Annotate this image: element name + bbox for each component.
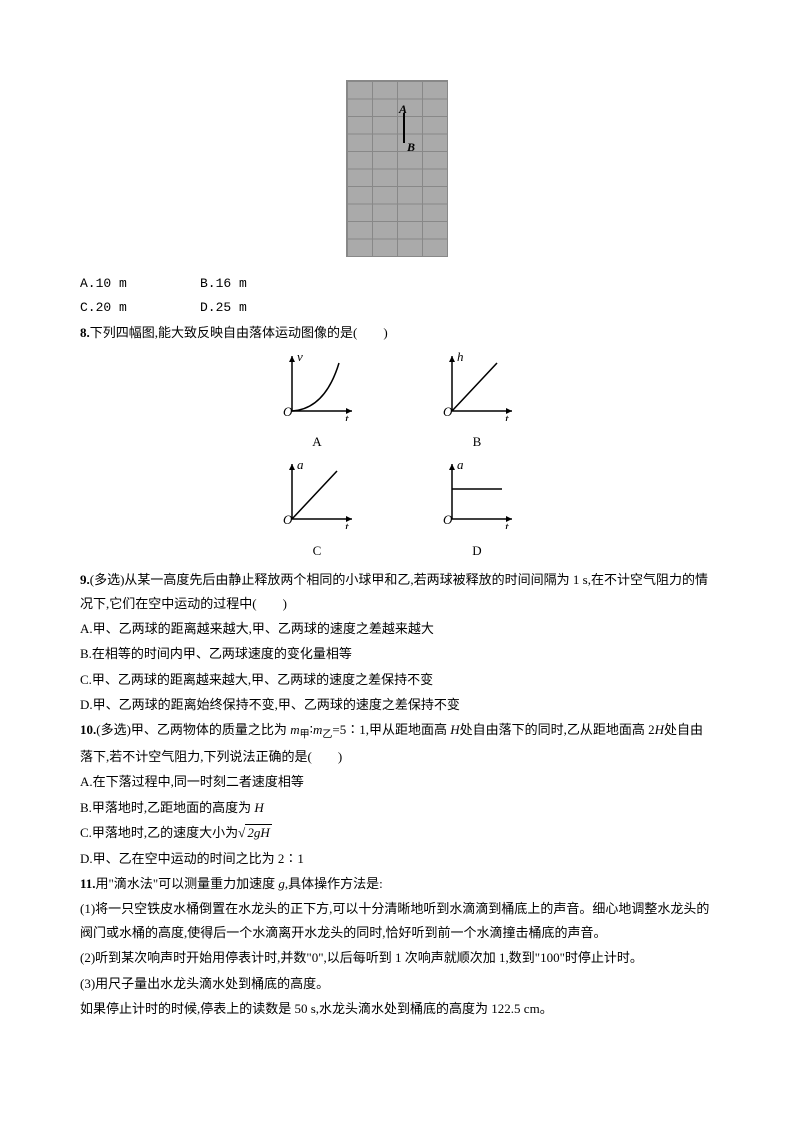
- q9-d: D.甲、乙两球的距离始终保持不变,甲、乙两球的速度之差保持不变: [80, 693, 714, 716]
- q10-stem: 10.(多选)甲、乙两物体的质量之比为 m甲∶m乙=5∶1,甲从距地面高 H处自…: [80, 718, 714, 768]
- q10-m1: m: [290, 722, 299, 737]
- svg-text:h: h: [457, 351, 464, 364]
- q7-option-row2: C.20 m D.25 m: [80, 296, 714, 319]
- svg-text:t: t: [345, 411, 349, 421]
- graph-b-svg: O t h: [437, 351, 517, 421]
- q10-H1: H: [450, 722, 459, 737]
- q11-p2: (2)听到某次响声时开始用停表计时,并数"0",以后每听到 1 次响声就顺次加 …: [80, 946, 714, 969]
- q9-a: A.甲、乙两球的距离越来越大,甲、乙两球的速度之差越来越大: [80, 617, 714, 640]
- svg-text:t: t: [345, 519, 349, 529]
- q9-stem: 9.(多选)从某一高度先后由静止释放两个相同的小球甲和乙,若两球被释放的时间间隔…: [80, 568, 714, 615]
- q11-p4: 如果停止计时的时候,停表上的读数是 50 s,水龙头滴水处到桶底的高度为 122…: [80, 997, 714, 1020]
- option-d: D.25 m: [200, 296, 320, 319]
- option-c: C.20 m: [80, 296, 200, 319]
- q11-num: 11.: [80, 876, 96, 891]
- graph-d-svg: O t a: [437, 459, 517, 529]
- q10-c-pre: C.甲落地时,乙的速度大小为: [80, 825, 238, 840]
- q10-ratio: =5∶1,甲从距地面高: [332, 722, 450, 737]
- line-ab: [403, 113, 405, 143]
- option-a: A.10 m: [80, 272, 200, 295]
- graph-a-caption: A: [277, 430, 357, 453]
- brick-wall: A B: [346, 80, 448, 257]
- q10-H2: H: [655, 722, 664, 737]
- option-b: B.16 m: [200, 272, 320, 295]
- svg-text:t: t: [505, 411, 509, 421]
- q8-stem: 8.下列四幅图,能大致反映自由落体运动图像的是( ): [80, 321, 714, 344]
- svg-text:t: t: [505, 519, 509, 529]
- q10-c-sqrt: 2gH: [245, 824, 271, 840]
- q10-num: 10.: [80, 722, 96, 737]
- q10-sub2: 乙: [322, 730, 332, 741]
- q8-graphs-row1: O t v A O t h B: [80, 351, 714, 454]
- svg-text:O: O: [283, 404, 293, 419]
- svg-text:O: O: [443, 512, 453, 527]
- q9-prefix: (多选): [90, 572, 125, 587]
- graph-a-svg: O t v: [277, 351, 357, 421]
- q10-m2: m: [313, 722, 322, 737]
- label-b: B: [407, 137, 415, 159]
- graph-c-caption: C: [277, 539, 357, 562]
- graph-d: O t a D: [437, 459, 517, 562]
- q11-intro-post: ,具体操作方法是:: [285, 876, 383, 891]
- q10-sub1: 甲: [300, 730, 310, 741]
- svg-text:a: a: [457, 459, 464, 472]
- q10-d: D.甲、乙在空中运动的时间之比为 2∶1: [80, 847, 714, 870]
- brick-figure: A B: [80, 80, 714, 264]
- graph-c-svg: O t a: [277, 459, 357, 529]
- q10-b-pre: B.甲落地时,乙距地面的高度为: [80, 800, 254, 815]
- q11-intro-pre: 用"滴水法"可以测量重力加速度: [96, 876, 279, 891]
- q10-t2: 处自由落下的同时,乙从距地面高 2: [460, 722, 655, 737]
- q9-b: B.在相等的时间内甲、乙两球速度的变化量相等: [80, 642, 714, 665]
- graph-d-caption: D: [437, 539, 517, 562]
- q10-b-H: H: [254, 800, 263, 815]
- q10-t1: 甲、乙两物体的质量之比为: [131, 722, 290, 737]
- q11-p1: (1)将一只空铁皮水桶倒置在水龙头的正下方,可以十分清晰地听到水滴滴到桶底上的声…: [80, 897, 714, 944]
- q9-num: 9.: [80, 572, 90, 587]
- svg-text:a: a: [297, 459, 304, 472]
- q10-a: A.在下落过程中,同一时刻二者速度相等: [80, 770, 714, 793]
- q11-intro: 11.用"滴水法"可以测量重力加速度 g,具体操作方法是:: [80, 872, 714, 895]
- q8-graphs-row2: O t a C O t a D: [80, 459, 714, 562]
- q10-c: C.甲落地时,乙的速度大小为√2gH: [80, 821, 714, 844]
- q8-num: 8.: [80, 325, 90, 340]
- q10-prefix: (多选): [96, 722, 131, 737]
- svg-text:O: O: [283, 512, 293, 527]
- graph-b: O t h B: [437, 351, 517, 454]
- svg-text:O: O: [443, 404, 453, 419]
- svg-text:v: v: [297, 351, 303, 364]
- q10-b: B.甲落地时,乙距地面的高度为 H: [80, 796, 714, 819]
- graph-a: O t v A: [277, 351, 357, 454]
- graph-c: O t a C: [277, 459, 357, 562]
- q7-option-row1: A.10 m B.16 m: [80, 272, 714, 295]
- q9-text: 从某一高度先后由静止释放两个相同的小球甲和乙,若两球被释放的时间间隔为 1 s,…: [80, 572, 708, 610]
- q11-p3: (3)用尺子量出水龙头滴水处到桶底的高度。: [80, 972, 714, 995]
- q8-text: 下列四幅图,能大致反映自由落体运动图像的是( ): [90, 325, 388, 340]
- q9-c: C.甲、乙两球的距离越来越大,甲、乙两球的速度之差保持不变: [80, 668, 714, 691]
- graph-b-caption: B: [437, 430, 517, 453]
